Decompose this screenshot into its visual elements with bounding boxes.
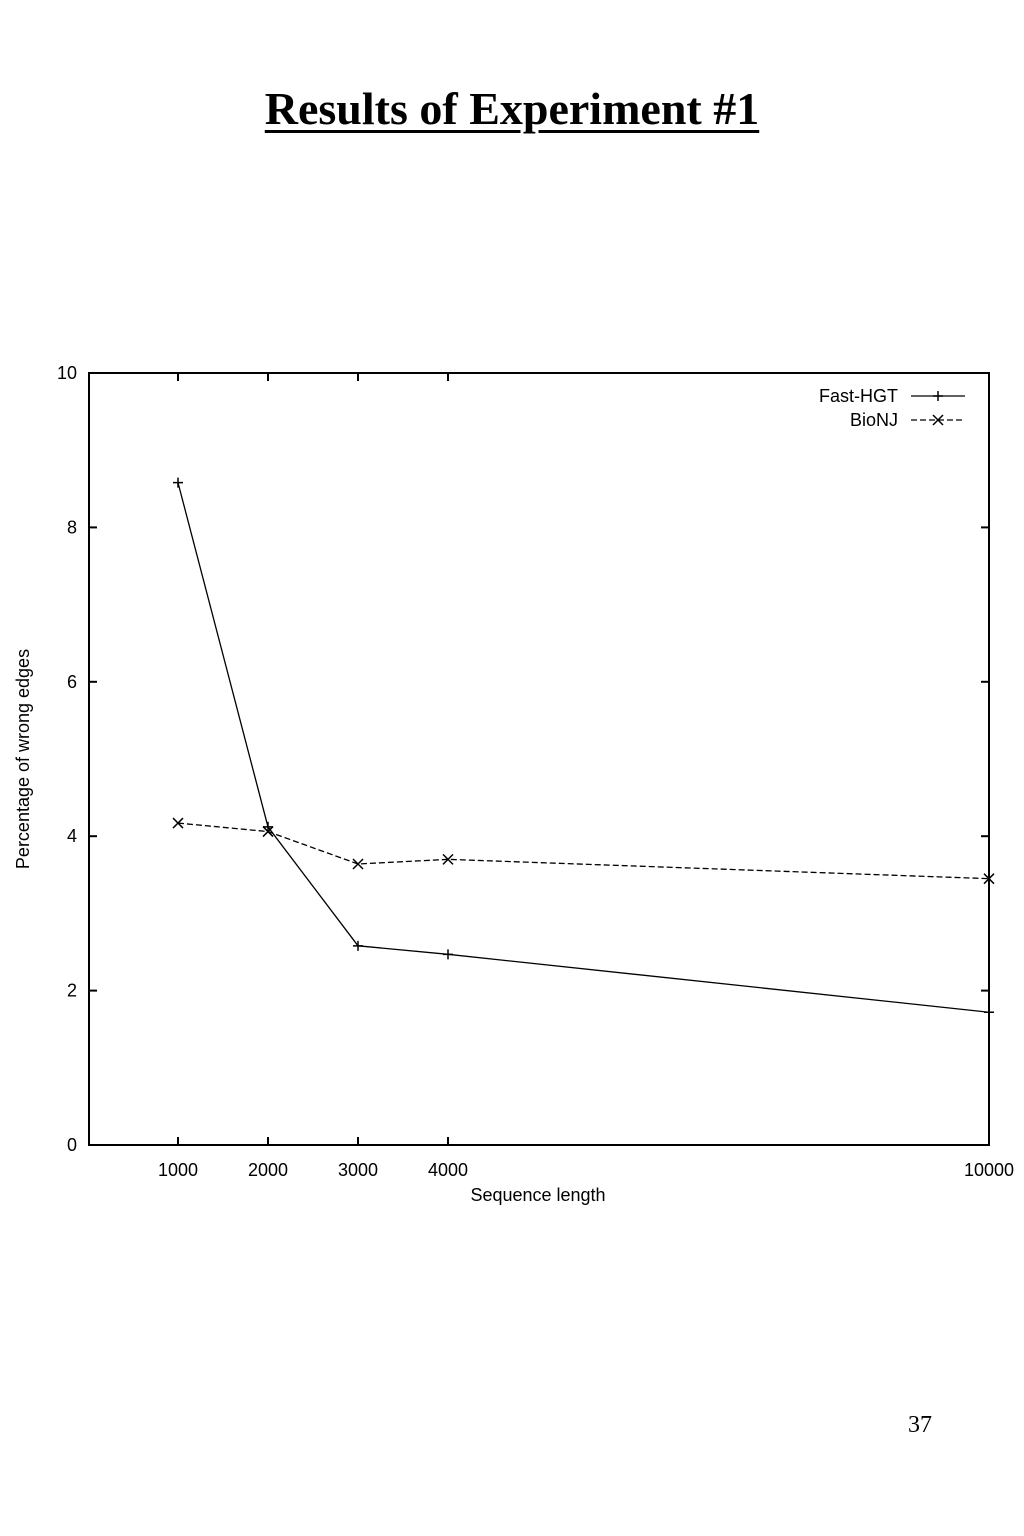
plot-frame: [88, 372, 990, 1146]
data-point-fast-hgt: [353, 940, 363, 951]
data-point-bionj: [352, 858, 364, 870]
data-point-bionj: [442, 853, 454, 865]
y-tick-label: 6: [67, 672, 77, 692]
page-number: 37: [908, 1412, 932, 1438]
legend-marker: [932, 414, 944, 426]
x-axis-label: Sequence length: [470, 1185, 605, 1205]
data-point-fast-hgt: [173, 477, 183, 488]
slide-title: Results of Experiment #1: [264, 83, 760, 134]
y-tick-label: 0: [67, 1135, 77, 1155]
y-tick-label: 2: [67, 981, 77, 1001]
legend-marker: [933, 391, 943, 401]
x-tick-label: 10000: [964, 1160, 1014, 1180]
x-tick-label: 2000: [248, 1160, 288, 1180]
series-line-fast-hgt: [177, 482, 990, 1013]
y-axis-label: Percentage of wrong edges: [13, 649, 33, 869]
series-line-bionj: [177, 822, 990, 880]
x-tick-label: 4000: [428, 1160, 468, 1180]
legend-label: BioNJ: [850, 410, 898, 430]
y-tick-label: 8: [67, 517, 77, 537]
data-point-bionj: [983, 873, 995, 885]
data-point-fast-hgt: [263, 821, 273, 832]
data-point-bionj: [262, 826, 274, 838]
legend-label: Fast-HGT: [819, 386, 898, 406]
y-tick-label: 4: [67, 826, 77, 846]
x-tick-label: 3000: [338, 1160, 378, 1180]
data-point-bionj: [172, 817, 184, 829]
y-tick-label: 10: [57, 363, 77, 383]
data-point-fast-hgt: [443, 949, 453, 960]
data-point-fast-hgt: [984, 1007, 994, 1018]
x-tick-label: 1000: [158, 1160, 198, 1180]
